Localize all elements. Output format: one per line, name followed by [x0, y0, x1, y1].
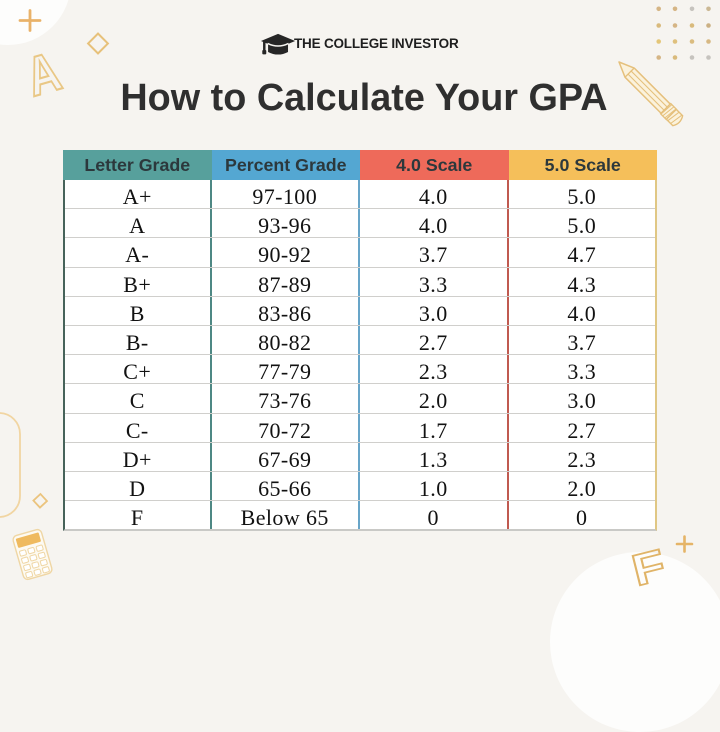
svg-text:F: F	[627, 540, 670, 595]
